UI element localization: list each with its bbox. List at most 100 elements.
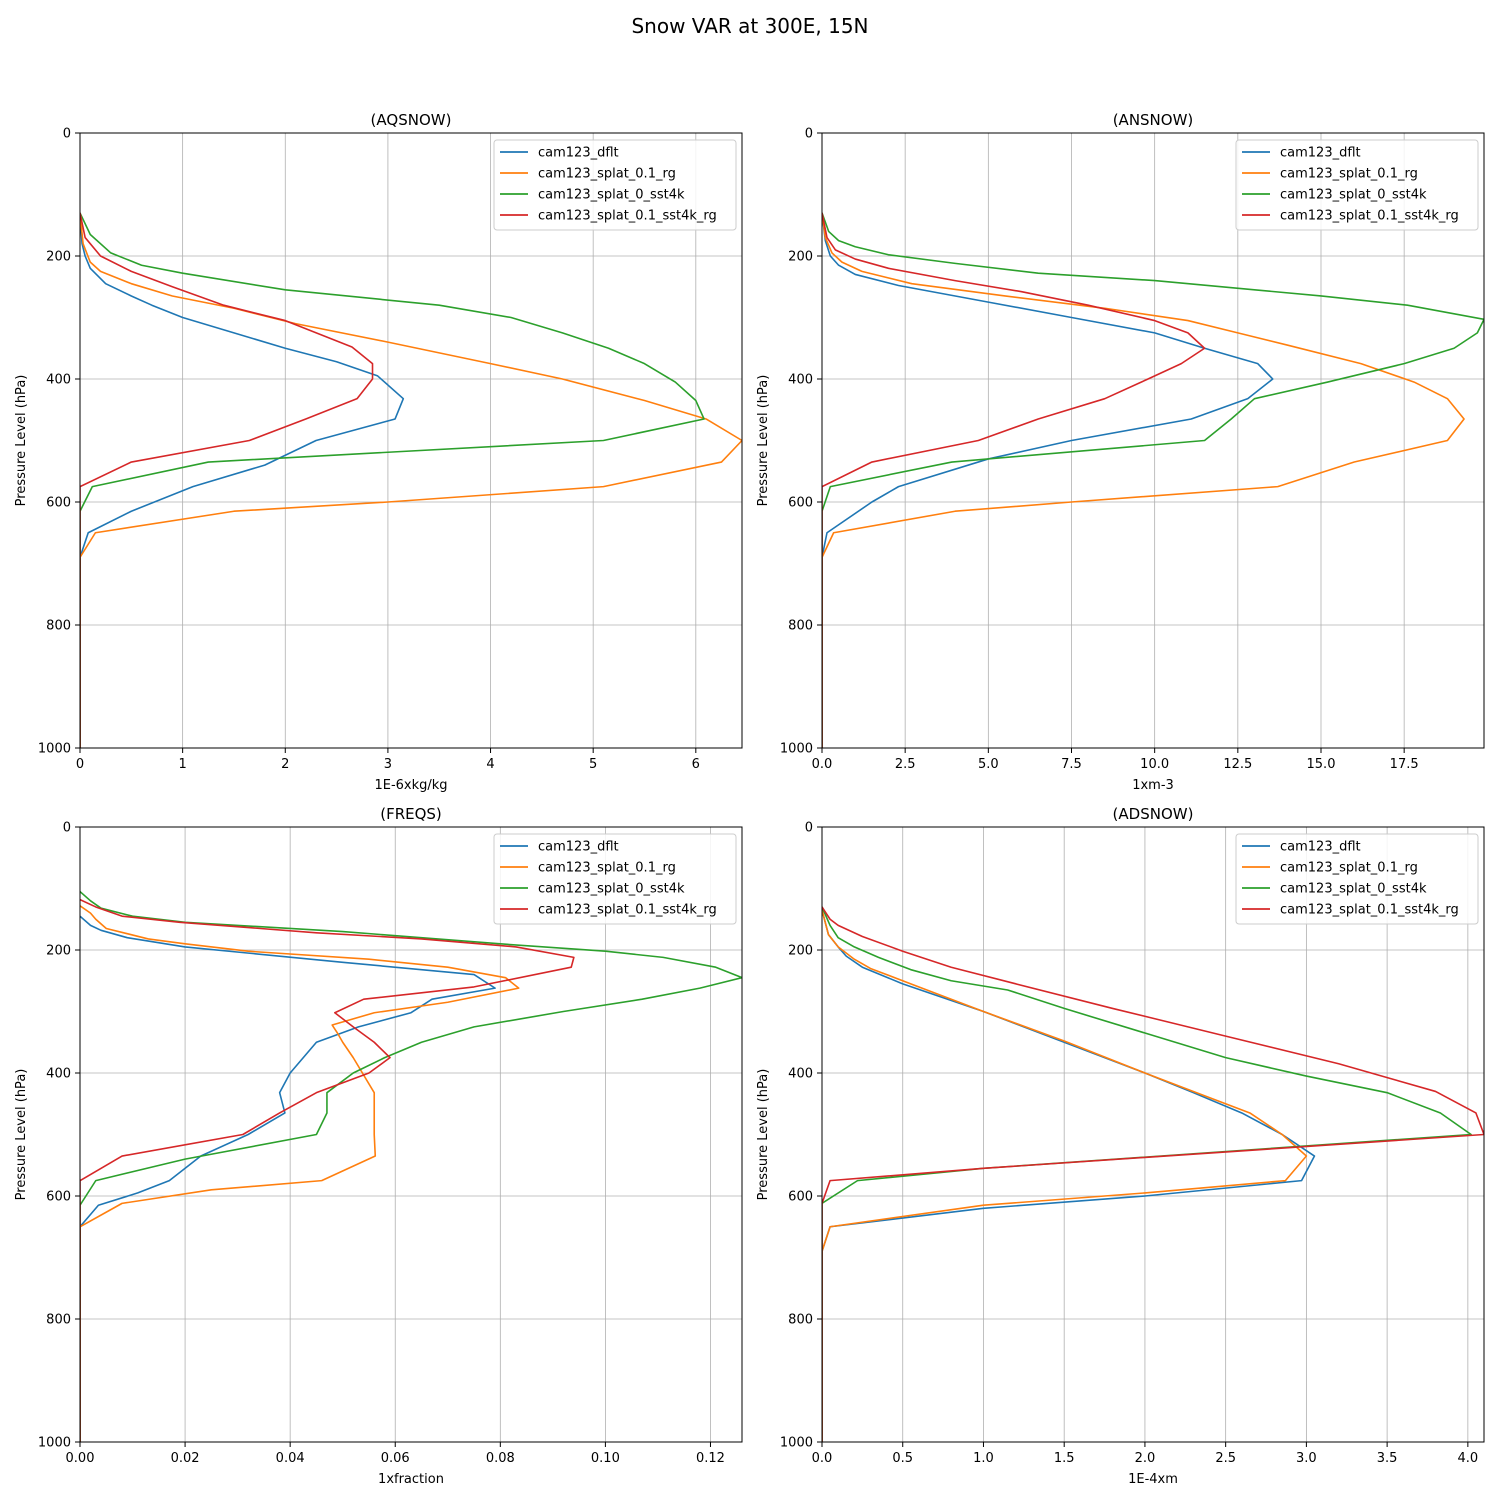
legend-entry: cam123_dflt: [1280, 840, 1361, 855]
chart-panel-1: 0 1 2 3 4 5 6 0 200 400 600 800 1000 (AQSNOW) 1E-6xkg/…: [14, 111, 743, 793]
axes-frame: [79, 132, 743, 749]
y-tick-label: 0: [805, 821, 813, 836]
legend-entry: cam123_splat_0_sst4k: [538, 882, 685, 897]
y-tick-label: 600: [788, 496, 813, 511]
y-tick-label: 0: [63, 821, 71, 836]
legend: cam123_dflt cam123_splat_0.1_rg cam123_spl…: [1235, 833, 1479, 925]
legend-entry: cam123_dflt: [538, 840, 619, 855]
x-tick-label: 0.0: [812, 757, 833, 772]
series-line-cam123_dflt: [822, 909, 1316, 1442]
axes-frame: [821, 132, 1485, 749]
x-tick-label: 2: [281, 757, 289, 772]
x-axis-label: 1E-4xm: [1128, 1472, 1178, 1487]
x-tick-label: 15.0: [1307, 757, 1336, 772]
series-line-cam123_splat_0_sst4k: [80, 212, 705, 748]
x-tick-label: 0.00: [66, 1451, 95, 1466]
x-tick-label: 0.5: [892, 1451, 913, 1466]
x-tick-label: 0: [76, 757, 84, 772]
x-tick-label: 2.5: [1215, 1451, 1236, 1466]
y-tick-label: 800: [46, 619, 71, 634]
panel-title: (ANSNOW): [1113, 111, 1194, 129]
series-line-cam123_splat_0.1_sst4k_rg: [80, 898, 575, 1442]
y-axis-label: Pressure Level (hPa): [756, 375, 771, 507]
series-line-cam123_dflt: [80, 212, 405, 748]
x-tick-label: 0.02: [171, 1451, 200, 1466]
x-tick-label: 0.0: [812, 1451, 833, 1466]
x-tick-label: 6: [692, 757, 700, 772]
legend: cam123_dflt cam123_splat_0.1_rg cam123_spl…: [493, 833, 737, 925]
legend-entry: cam123_splat_0.1_rg: [1280, 861, 1418, 876]
y-tick-label: 1000: [780, 742, 813, 757]
series-line-cam123_splat_0_sst4k: [80, 890, 742, 1442]
y-tick-label: 1000: [780, 1436, 813, 1451]
series-line-cam123_splat_0.1_sst4k_rg: [822, 906, 1484, 1442]
y-tick-label: 400: [788, 1067, 813, 1082]
x-tick-label: 0.04: [276, 1451, 305, 1466]
series-line-cam123_splat_0_sst4k: [822, 212, 1484, 748]
legend-box: [1235, 139, 1479, 231]
x-tick-label: 2.5: [895, 757, 916, 772]
y-tick-label: 400: [788, 373, 813, 388]
legend-box: [493, 833, 737, 925]
x-tick-label: 12.5: [1223, 757, 1252, 772]
y-tick-label: 200: [788, 944, 813, 959]
x-axis-label: 1xm-3: [1132, 778, 1174, 793]
axes-frame: [821, 826, 1485, 1443]
panel-title: (AQSNOW): [371, 111, 452, 129]
y-axis-label: Pressure Level (hPa): [14, 1069, 29, 1201]
legend-entry: cam123_dflt: [538, 146, 619, 161]
x-tick-label: 17.5: [1390, 757, 1419, 772]
x-tick-label: 5.0: [978, 757, 999, 772]
legend-entry: cam123_splat_0.1_sst4k_rg: [1280, 903, 1459, 918]
x-tick-label: 3.0: [1296, 1451, 1317, 1466]
y-tick-label: 0: [63, 127, 71, 142]
series-line-cam123_splat_0.1_sst4k_rg: [80, 212, 374, 748]
series-line-cam123_splat_0.1_rg: [80, 212, 742, 748]
y-tick-label: 200: [46, 250, 71, 265]
y-tick-label: 400: [46, 373, 71, 388]
series-line-cam123_splat_0.1_rg: [80, 905, 520, 1442]
legend-box: [1235, 833, 1479, 925]
series-line-cam123_splat_0.1_rg: [822, 909, 1308, 1442]
y-tick-label: 0: [805, 127, 813, 142]
chart-panel-4: 0.0 0.5 1.0 1.5 2.0 2.5 3.0 3.5 4.0 0 200 400 600 800…: [756, 805, 1485, 1487]
x-tick-label: 0.06: [381, 1451, 410, 1466]
x-tick-label: 10.0: [1140, 757, 1169, 772]
series-line-cam123_splat_0.1_sst4k_rg: [822, 212, 1206, 748]
x-tick-label: 0.08: [486, 1451, 515, 1466]
legend-entry: cam123_splat_0.1_rg: [1280, 167, 1418, 182]
y-tick-label: 800: [46, 1313, 71, 1328]
x-tick-label: 2.0: [1135, 1451, 1156, 1466]
y-tick-label: 800: [788, 1313, 813, 1328]
figure-title: Snow VAR at 300E, 15N: [631, 14, 869, 38]
x-tick-label: 4: [486, 757, 494, 772]
series-line-cam123_splat_0.1_rg: [822, 212, 1465, 748]
x-tick-label: 1.0: [973, 1451, 994, 1466]
legend-entry: cam123_splat_0.1_sst4k_rg: [1280, 209, 1459, 224]
x-tick-label: 3.5: [1377, 1451, 1398, 1466]
chart-panel-2: 0.0 2.5 5.0 7.5 10.0 12.5 15.0 17.5 0 200 400 600 80…: [756, 111, 1485, 793]
legend-entry: cam123_splat_0.1_rg: [538, 861, 676, 876]
series-line-cam123_dflt: [822, 212, 1274, 748]
x-tick-label: 4.0: [1458, 1451, 1479, 1466]
legend-entry: cam123_splat_0.1_sst4k_rg: [538, 209, 717, 224]
legend-entry: cam123_splat_0_sst4k: [538, 188, 685, 203]
y-axis-label: Pressure Level (hPa): [14, 375, 29, 507]
chart-panel-3: 0.00 0.02 0.04 0.06 0.08 0.10 0.12 0 200 400 600 80…: [14, 805, 743, 1487]
panel-title: (FREQS): [380, 805, 442, 823]
legend-entry: cam123_dflt: [1280, 146, 1361, 161]
legend-entry: cam123_splat_0.1_rg: [538, 167, 676, 182]
x-tick-label: 3: [384, 757, 392, 772]
y-tick-label: 1000: [38, 742, 71, 757]
series-line-cam123_dflt: [80, 915, 496, 1442]
legend-box: [493, 139, 737, 231]
x-axis-label: 1xfraction: [378, 1472, 444, 1487]
y-tick-label: 800: [788, 619, 813, 634]
legend: cam123_dflt cam123_splat_0.1_rg cam123_spl…: [493, 139, 737, 231]
y-axis-label: Pressure Level (hPa): [756, 1069, 771, 1201]
y-tick-label: 600: [46, 1190, 71, 1205]
y-tick-label: 400: [46, 1067, 71, 1082]
x-axis-label: 1E-6xkg/kg: [374, 778, 447, 793]
x-tick-label: 5: [589, 757, 597, 772]
